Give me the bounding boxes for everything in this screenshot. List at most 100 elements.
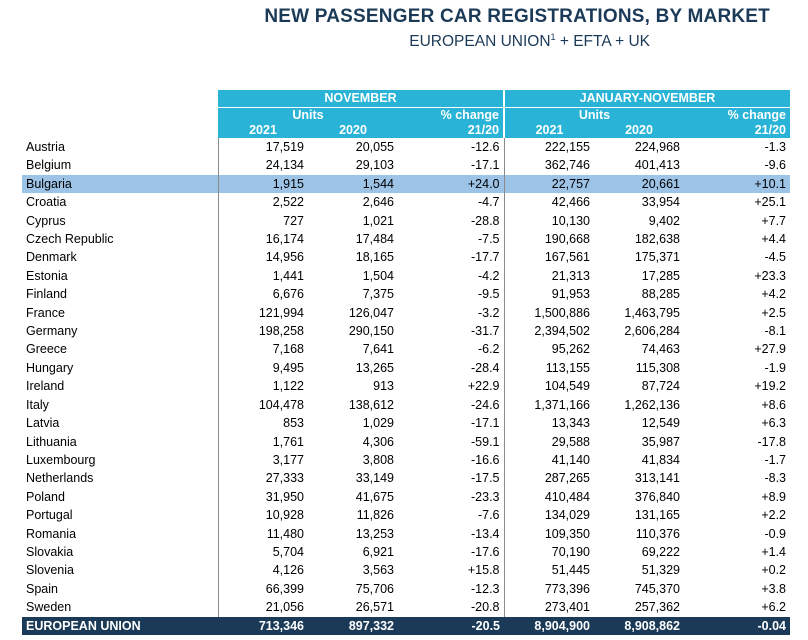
cell-nov-2021: 6,676 xyxy=(272,287,304,302)
cell-ytd-2021: 21,313 xyxy=(551,268,590,283)
cell-country: Czech Republic xyxy=(22,230,219,249)
cell-nov-2020: 18,165 xyxy=(355,250,394,265)
cell-nov-2020: 13,253 xyxy=(355,526,394,541)
cell-ytd-2021: 134,029 xyxy=(544,508,590,523)
cell-nov-2020: 1,021 xyxy=(362,213,394,228)
cell-country: Hungary xyxy=(22,358,219,378)
cell-ytd-2020: 257,362 xyxy=(634,600,680,615)
cell-ytd-change: +0.2 xyxy=(761,563,786,578)
header-pct-change-nov: % change xyxy=(398,107,504,123)
table-row: Denmark 14,956 18,165 -17.7 167,561 175,371 -4… xyxy=(22,248,790,267)
cell-nov-2021: 27,333 xyxy=(265,471,304,486)
cell-ytd-2021: 362,746 xyxy=(544,158,590,173)
cell-nov-change: -17.6 xyxy=(398,542,505,562)
cell-nov-2021: 11,480 xyxy=(266,526,304,541)
cell-ytd-2020: 88,285 xyxy=(641,287,680,302)
cell-nov-change: -4.7 xyxy=(398,193,505,212)
cell-nov-2020: 3,563 xyxy=(362,563,394,578)
table-row: Croatia 2,522 2,646 -4.7 42,466 33,954 +25.1 xyxy=(22,193,790,212)
cell-nov-2020: 41,675 xyxy=(355,489,394,504)
cell-country: Slovakia xyxy=(22,542,219,562)
table-row: France 121,994 126,047 -3.2 1,500,886 1,463,7… xyxy=(22,303,790,323)
total-nov-2021: 713,346 xyxy=(218,616,308,635)
cell-ytd-change: +4.4 xyxy=(761,232,786,247)
cell-nov-change: -23.3 xyxy=(398,487,505,507)
cell-ytd-change: +8.6 xyxy=(761,397,786,412)
table-row: Netherlands 27,333 33,149 -17.5 287,265 313,1… xyxy=(22,469,790,488)
cell-ytd-change: +6.2 xyxy=(761,600,786,615)
cell-ytd-change: -1.3 xyxy=(764,140,786,154)
cell-nov-2020: 26,571 xyxy=(355,600,394,615)
header-row-period: NOVEMBER JANUARY-NOVEMBER xyxy=(22,90,790,108)
cell-ytd-change: +7.7 xyxy=(761,213,786,228)
cell-nov-2020: 1,544 xyxy=(308,174,398,194)
cell-ytd-2021: 273,401 xyxy=(544,600,590,615)
cell-country: Italy xyxy=(22,395,219,415)
cell-nov-2021: 10,928 xyxy=(265,508,304,523)
cell-ytd-change: +8.9 xyxy=(761,489,786,504)
cell-nov-change: -20.8 xyxy=(398,598,505,617)
table-row: Belgium 24,134 29,103 -17.1 362,746 401,413 -9… xyxy=(22,156,790,175)
cell-nov-2021: 5,704 xyxy=(272,544,304,559)
table-row: Italy 104,478 138,612 -24.6 1,371,166 1,262,1… xyxy=(22,395,790,415)
cell-nov-change: -31.7 xyxy=(398,322,505,341)
cell-ytd-2020: 87,724 xyxy=(641,379,680,394)
cell-country: Latvia xyxy=(22,414,219,433)
cell-nov-2020: 913 xyxy=(373,379,394,394)
cell-country: Ireland xyxy=(22,377,219,396)
cell-nov-2021: 104,478 xyxy=(258,397,304,412)
cell-nov-change: -17.1 xyxy=(398,156,505,175)
cell-nov-2021: 1,915 xyxy=(218,174,308,194)
total-ytd-change: -0.04 xyxy=(684,616,790,635)
cell-ytd-2020: 313,141 xyxy=(634,471,680,486)
cell-nov-2021: 1,441 xyxy=(272,268,304,283)
cell-nov-2020: 6,921 xyxy=(362,544,394,559)
header-ytd-change-period: 21/20 xyxy=(684,123,790,138)
header-blank xyxy=(22,107,218,123)
cell-ytd-2020: 33,954 xyxy=(641,195,680,210)
cell-country: France xyxy=(22,303,219,323)
cell-nov-2020: 7,375 xyxy=(362,287,394,302)
footnote-marker: 1 xyxy=(550,32,556,42)
cell-nov-2020: 75,706 xyxy=(355,581,394,596)
cell-nov-2021: 853 xyxy=(283,416,304,431)
subtitle-main: EUROPEAN UNION xyxy=(409,33,551,51)
cell-nov-2021: 16,174 xyxy=(265,232,304,247)
header-blank xyxy=(22,123,218,138)
total-nov-2020: 897,332 xyxy=(308,616,398,635)
cell-ytd-2020: 74,463 xyxy=(641,342,680,357)
cell-nov-2020: 3,808 xyxy=(362,452,394,467)
cell-nov-change: -7.6 xyxy=(398,506,505,525)
cell-nov-2020: 1,029 xyxy=(362,416,394,431)
cell-nov-2021: 198,258 xyxy=(258,324,304,339)
cell-nov-change: -3.2 xyxy=(398,303,505,323)
header-row-years: 2021 2020 21/20 2021 2020 21/20 xyxy=(22,123,790,138)
cell-nov-2021: 21,056 xyxy=(265,600,304,615)
cell-ytd-2021: 13,343 xyxy=(551,416,590,431)
cell-ytd-change: -4.5 xyxy=(764,250,786,265)
cell-ytd-2020: 110,376 xyxy=(635,526,680,541)
table-row: Austria 17,519 20,055 -12.6 222,155 224,968 -1… xyxy=(22,138,790,157)
cell-nov-2020: 20,055 xyxy=(355,140,394,154)
cell-country: Slovenia xyxy=(22,561,219,580)
cell-ytd-change: +23.3 xyxy=(754,268,786,283)
table-row: Czech Republic 16,174 17,484 -7.5 190,668 182… xyxy=(22,230,790,249)
cell-ytd-2020: 182,638 xyxy=(634,232,680,247)
header-november: NOVEMBER xyxy=(218,90,504,108)
table-row: Portugal 10,928 11,826 -7.6 134,029 131,165 +2… xyxy=(22,506,790,525)
cell-nov-2020: 126,047 xyxy=(348,305,394,320)
cell-ytd-2021: 1,500,886 xyxy=(534,305,590,320)
total-label: EUROPEAN UNION xyxy=(22,616,218,635)
cell-ytd-change: +10.1 xyxy=(684,174,790,194)
subtitle-rest: + EFTA + UK xyxy=(555,33,650,51)
cell-ytd-change: +4.2 xyxy=(761,287,786,302)
cell-nov-2021: 9,495 xyxy=(272,360,304,375)
total-ytd-2021: 8,904,900 xyxy=(504,616,594,635)
table-row: Bulgaria 1,915 1,544 +24.0 22,757 20,661 +10.1 xyxy=(22,174,790,194)
cell-country: Portugal xyxy=(22,506,219,525)
table-row: Hungary 9,495 13,265 -28.4 113,155 115,308 -1.… xyxy=(22,358,790,378)
cell-ytd-change: -17.8 xyxy=(757,434,787,449)
cell-ytd-2021: 91,953 xyxy=(551,287,590,302)
cell-ytd-2020: 1,262,136 xyxy=(624,397,680,412)
header-row-units: Units % change Units % change xyxy=(22,107,790,123)
